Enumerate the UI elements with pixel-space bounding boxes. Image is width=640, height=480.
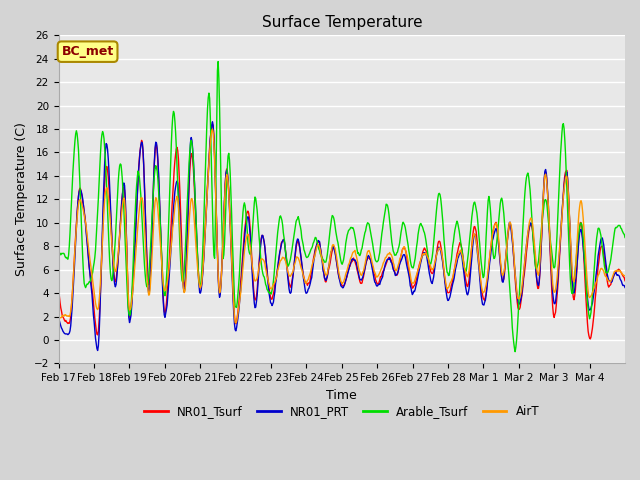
- NR01_Tsurf: [416, 259, 424, 265]
- AirT: [544, 193, 552, 199]
- AirT: [385, 251, 393, 257]
- AirT: [209, 126, 216, 132]
- AirT: [486, 254, 493, 260]
- NR01_PRT: [55, 315, 63, 321]
- NR01_Tsurf: [399, 245, 407, 251]
- NR01_PRT: [400, 252, 408, 257]
- Arable_Tsurf: [399, 219, 407, 225]
- NR01_Tsurf: [586, 336, 594, 342]
- Y-axis label: Surface Temperature (C): Surface Temperature (C): [15, 122, 28, 276]
- NR01_PRT: [417, 259, 425, 265]
- NR01_Tsurf: [209, 121, 216, 127]
- NR01_Tsurf: [385, 256, 392, 262]
- Arable_Tsurf: [90, 264, 97, 270]
- NR01_Tsurf: [55, 288, 63, 294]
- Title: Surface Temperature: Surface Temperature: [262, 15, 422, 30]
- NR01_PRT: [90, 312, 97, 318]
- Arable_Tsurf: [511, 349, 519, 355]
- NR01_PRT: [385, 256, 393, 262]
- NR01_Tsurf: [485, 263, 493, 268]
- AirT: [621, 273, 629, 278]
- NR01_PRT: [544, 191, 552, 197]
- Arable_Tsurf: [55, 248, 63, 254]
- Line: Arable_Tsurf: Arable_Tsurf: [59, 61, 625, 352]
- Arable_Tsurf: [485, 193, 493, 199]
- NR01_PRT: [94, 348, 102, 353]
- NR01_PRT: [209, 119, 216, 125]
- Line: NR01_Tsurf: NR01_Tsurf: [59, 124, 625, 339]
- X-axis label: Time: Time: [326, 389, 357, 402]
- NR01_Tsurf: [90, 299, 97, 305]
- AirT: [232, 320, 240, 326]
- Text: BC_met: BC_met: [61, 45, 114, 58]
- NR01_PRT: [621, 285, 629, 290]
- Arable_Tsurf: [385, 206, 392, 212]
- Arable_Tsurf: [544, 211, 552, 217]
- NR01_PRT: [486, 260, 493, 266]
- AirT: [400, 244, 408, 250]
- Arable_Tsurf: [621, 235, 629, 240]
- AirT: [417, 256, 425, 262]
- AirT: [90, 283, 97, 289]
- Arable_Tsurf: [416, 221, 424, 227]
- Line: AirT: AirT: [59, 129, 625, 323]
- Arable_Tsurf: [214, 59, 222, 64]
- Line: NR01_PRT: NR01_PRT: [59, 122, 625, 350]
- NR01_Tsurf: [543, 181, 551, 187]
- NR01_Tsurf: [621, 278, 629, 284]
- AirT: [55, 316, 63, 322]
- Legend: NR01_Tsurf, NR01_PRT, Arable_Tsurf, AirT: NR01_Tsurf, NR01_PRT, Arable_Tsurf, AirT: [140, 401, 544, 423]
